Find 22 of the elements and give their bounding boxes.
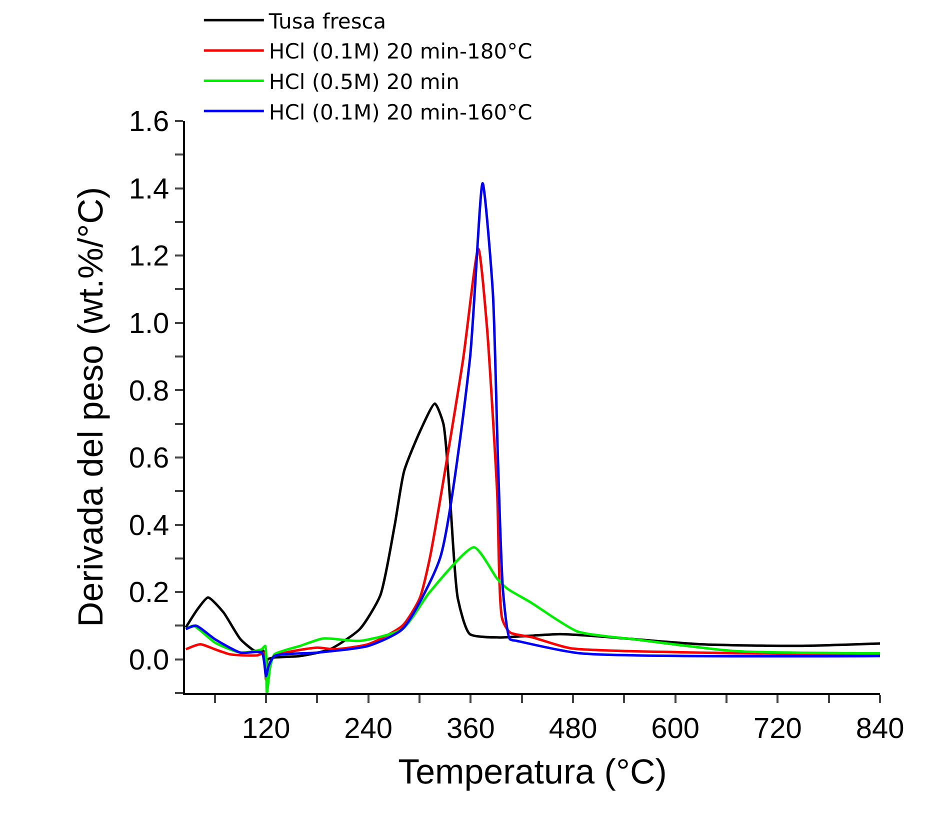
x-tick-label: 600: [651, 712, 700, 745]
legend-label: HCl (0.1M) 20 min-180°C: [268, 40, 532, 64]
x-axis-title: Temperatura (°C): [398, 752, 667, 792]
y-tick-label: 1.6: [128, 106, 170, 138]
y-tick-label: 1.2: [128, 240, 170, 273]
x-tick-label: 840: [856, 712, 904, 745]
y-tick-label: 1.4: [128, 173, 170, 206]
x-tick-label: 240: [344, 712, 393, 745]
x-tick-label: 480: [548, 712, 598, 745]
legend-label: HCl (0.5M) 20 min: [268, 70, 460, 94]
legend-label: Tusa fresca: [268, 9, 386, 34]
y-axis-title: Derivada del peso (wt.%/°C): [72, 187, 111, 627]
y-tick-label: 0.4: [128, 510, 170, 542]
y-tick-label: 0.8: [128, 375, 170, 408]
y-tick-label: 0.0: [128, 644, 170, 676]
legend-label: HCl (0.1M) 20 min-160°C: [268, 100, 532, 124]
y-tick-label: 0.2: [128, 577, 170, 610]
y-tick-label: 0.6: [128, 442, 170, 475]
x-tick-label: 120: [242, 712, 290, 745]
x-tick-label: 720: [753, 712, 802, 745]
x-tick-label: 360: [446, 712, 495, 745]
y-tick-label: 1.0: [128, 308, 170, 340]
